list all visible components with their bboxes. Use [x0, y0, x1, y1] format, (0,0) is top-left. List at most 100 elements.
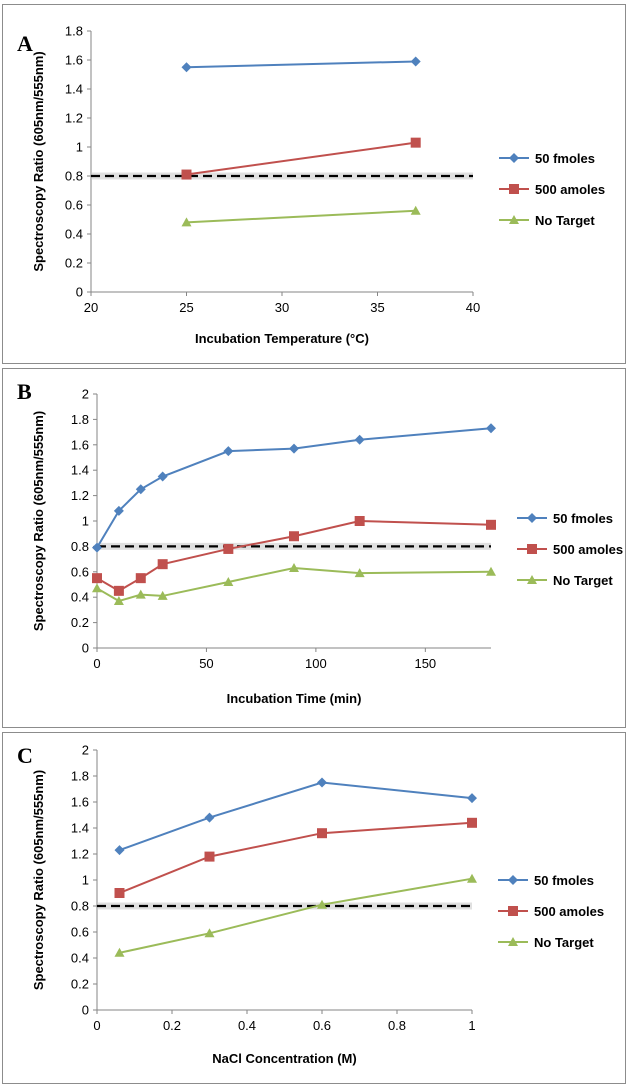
series-diamond — [114, 777, 477, 856]
series-line — [186, 60, 416, 69]
y-tick-label: 0 — [76, 285, 83, 300]
y-tick-label: 1.2 — [71, 847, 89, 862]
data-point — [410, 137, 421, 148]
y-tick-label: 1.6 — [71, 795, 89, 810]
chart-b: B 0 0.2 0.4 0.6 0.8 1 1.2 1.4 1.6 1.8 2 0 50 100 150 Inc… — [17, 379, 623, 706]
x-tick-label: 35 — [370, 300, 384, 315]
data-point — [114, 845, 125, 856]
x-axis-title: Incubation Temperature (°C) — [195, 331, 369, 346]
x-tick-label: 0.8 — [388, 1018, 406, 1033]
series-line — [96, 427, 492, 549]
y-tick-label: 1.6 — [71, 437, 89, 452]
series-triangle — [114, 873, 477, 957]
y-tick-label: 1.2 — [71, 488, 89, 503]
y-tick-label: 0.6 — [71, 564, 89, 579]
chart-c: C 0 0.2 0.4 0.6 0.8 1 1.2 1.4 1.6 1.8 2 0 0.2 0.4 0.6 0.… — [17, 743, 604, 1067]
x-tick-label: 150 — [414, 656, 436, 671]
x-tick-label: 50 — [199, 656, 213, 671]
data-point — [289, 443, 299, 454]
y-tick-label: 0.4 — [71, 951, 89, 966]
series-square — [114, 817, 477, 898]
x-tick-label: 0 — [93, 656, 100, 671]
data-point — [92, 573, 102, 584]
data-point — [113, 585, 124, 596]
legend-marker — [527, 575, 537, 584]
data-point — [223, 446, 234, 457]
y-tick-label: 0.6 — [65, 198, 83, 213]
data-point — [317, 777, 327, 788]
y-tick-label: 1 — [82, 514, 89, 529]
data-point — [354, 434, 365, 445]
data-point — [181, 62, 192, 73]
data-point — [135, 589, 146, 599]
series-diamond — [92, 423, 496, 553]
data-point — [467, 817, 477, 828]
x-tick-label: 25 — [179, 300, 193, 315]
data-point — [92, 583, 102, 593]
series-line — [186, 141, 416, 176]
series-square — [92, 516, 496, 596]
y-tick-label: 1.4 — [71, 821, 89, 836]
data-point — [354, 568, 365, 578]
legend-marker — [527, 513, 537, 523]
y-tick-label: 2 — [82, 743, 89, 758]
y-tick-label: 0.8 — [65, 169, 83, 184]
data-point — [92, 542, 102, 553]
series-line — [119, 877, 473, 954]
data-point — [135, 573, 146, 584]
data-point — [317, 899, 327, 909]
data-point — [410, 205, 421, 215]
legend-label: 500 amoles — [553, 542, 623, 557]
y-tick-label: 1.2 — [65, 111, 83, 126]
y-tick-label: 0.2 — [65, 256, 83, 271]
data-point — [289, 562, 299, 572]
y-axis-title: Spectroscopy Ratio (605nm/555nm) — [31, 770, 46, 990]
y-tick-label: 0.8 — [71, 899, 89, 914]
panel-label-a: A — [17, 31, 33, 56]
data-point — [486, 519, 496, 530]
legend-label: No Target — [534, 935, 594, 950]
series-line — [96, 566, 492, 603]
series-line — [119, 821, 473, 894]
x-axis-title: NaCl Concentration (M) — [212, 1051, 356, 1066]
y-tick-label: 1.4 — [65, 82, 83, 97]
x-tick-label: 0.2 — [163, 1018, 181, 1033]
series-triangle — [181, 205, 421, 227]
x-tick-label: 40 — [466, 300, 480, 315]
x-axis-title: Incubation Time (min) — [227, 691, 362, 706]
legend-label: No Target — [553, 573, 613, 588]
y-tick-label: 1 — [82, 873, 89, 888]
data-point — [354, 516, 365, 526]
series-line — [186, 209, 416, 224]
x-tick-label: 0.4 — [238, 1018, 256, 1033]
data-point — [114, 888, 125, 898]
y-tick-label: 0.8 — [71, 539, 89, 554]
x-tick-label: 20 — [84, 300, 98, 315]
y-axis-title: Spectroscopy Ratio (605nm/555nm) — [31, 411, 46, 631]
y-tick-label: 1.8 — [65, 24, 83, 39]
data-point — [204, 812, 215, 823]
chart-a: A 0 0.2 0.4 0.6 0.8 1 1.2 1.4 1.6 1.8 20 25 30 35 40 Inc… — [17, 24, 605, 347]
series-triangle — [92, 562, 496, 606]
y-tick-label: 0.6 — [71, 925, 89, 940]
y-tick-label: 2 — [82, 387, 89, 402]
data-point — [157, 590, 168, 600]
legend-marker — [508, 875, 518, 885]
legend-marker — [508, 906, 518, 916]
x-tick-label: 1 — [468, 1018, 475, 1033]
data-point — [114, 947, 125, 957]
x-tick-label: 0 — [93, 1018, 100, 1033]
legend-marker — [509, 153, 519, 163]
data-point — [467, 793, 477, 804]
series-line — [119, 781, 473, 852]
data-point — [467, 873, 477, 883]
data-point — [223, 543, 234, 554]
data-point — [223, 576, 234, 586]
chart-panel-b: B 0 0.2 0.4 0.6 0.8 1 1.2 1.4 1.6 1.8 2 0 50 100 150 Inc… — [2, 368, 626, 728]
legend-label: 50 fmoles — [553, 511, 613, 526]
data-point — [289, 531, 299, 542]
y-tick-label: 1.8 — [71, 412, 89, 427]
legend-marker — [509, 215, 519, 224]
data-point — [157, 559, 168, 570]
y-tick-label: 0.2 — [71, 615, 89, 630]
